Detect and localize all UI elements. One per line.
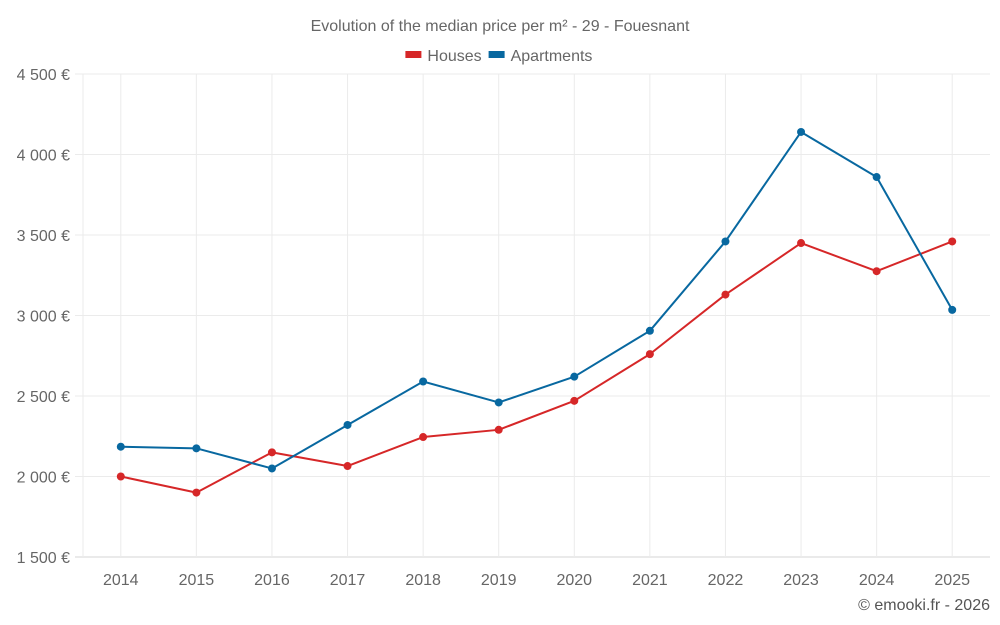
y-tick-label: 4 000 €	[17, 148, 70, 165]
data-point[interactable]	[948, 237, 957, 246]
data-point[interactable]	[570, 396, 579, 405]
series-houses	[116, 237, 957, 497]
chart-title: Evolution of the median price per m² - 2…	[311, 18, 690, 35]
y-tick-label: 1 500 €	[17, 550, 70, 567]
series-line	[120, 130, 954, 470]
y-tick-label: 3 500 €	[17, 228, 70, 245]
data-point[interactable]	[797, 239, 806, 248]
x-tick-label: 2017	[330, 572, 366, 589]
data-point[interactable]	[872, 173, 881, 182]
data-point[interactable]	[645, 350, 654, 359]
y-tick-label: 4 500 €	[17, 67, 70, 84]
data-point[interactable]	[570, 372, 579, 381]
x-tick-label: 2025	[934, 572, 970, 589]
x-tick-label: 2022	[708, 572, 744, 589]
data-point[interactable]	[116, 442, 125, 451]
x-tick-label: 2020	[556, 572, 592, 589]
legend-item-apartments[interactable]: Apartments	[488, 48, 593, 65]
legend-swatch	[405, 51, 422, 58]
data-point[interactable]	[721, 290, 730, 299]
x-tick-label: 2021	[632, 572, 668, 589]
data-point[interactable]	[494, 398, 503, 407]
legend: Houses Apartments	[405, 48, 592, 65]
data-point[interactable]	[267, 464, 276, 473]
y-tick-label: 3 000 €	[17, 309, 70, 326]
data-point[interactable]	[192, 488, 201, 497]
grid	[75, 73, 990, 558]
legend-label: Apartments	[511, 48, 593, 65]
data-point[interactable]	[192, 444, 201, 453]
legend-label: Houses	[427, 48, 481, 65]
data-point[interactable]	[419, 433, 428, 442]
x-tick-label: 2023	[783, 572, 819, 589]
data-point[interactable]	[267, 448, 276, 457]
data-point[interactable]	[797, 127, 806, 136]
data-point[interactable]	[343, 420, 352, 429]
x-tick-label: 2024	[859, 572, 895, 589]
data-point[interactable]	[419, 377, 428, 386]
data-point[interactable]	[494, 425, 503, 434]
data-point[interactable]	[721, 237, 730, 246]
y-tick-label: 2 500 €	[17, 389, 70, 406]
x-tick-label: 2014	[103, 572, 139, 589]
series-apartments	[116, 127, 957, 473]
credit-text: © emooki.fr - 2026	[858, 597, 990, 614]
x-tick-label: 2015	[179, 572, 215, 589]
y-axis: 1 500 € 2 000 € 2 500 € 3 000 € 3 500 € 4 000…	[17, 67, 70, 567]
data-point[interactable]	[872, 267, 881, 276]
data-point[interactable]	[645, 326, 654, 335]
data-point[interactable]	[343, 462, 352, 471]
x-axis: 2014 2015 2016 2017 2018 2019 2020 2021 2022 2023…	[103, 572, 970, 589]
x-tick-label: 2019	[481, 572, 517, 589]
legend-item-houses[interactable]: Houses	[405, 48, 482, 65]
data-point[interactable]	[948, 305, 957, 314]
legend-swatch	[488, 51, 505, 58]
x-tick-label: 2016	[254, 572, 290, 589]
series-layer	[116, 127, 957, 497]
data-point[interactable]	[116, 472, 125, 481]
x-tick-label: 2018	[405, 572, 441, 589]
y-tick-label: 2 000 €	[17, 470, 70, 487]
series-line	[120, 240, 953, 494]
